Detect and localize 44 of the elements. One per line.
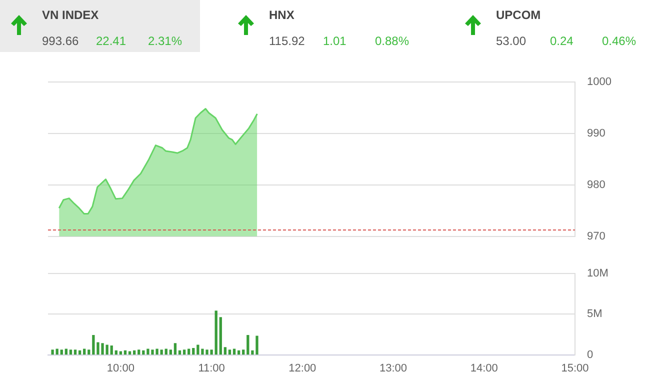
data-label: 0.46% (602, 34, 636, 48)
bar (242, 350, 245, 355)
y-tick-label: 0 (587, 348, 594, 361)
bar (228, 350, 232, 355)
y-tick-label: 990 (587, 128, 606, 140)
y-tick-label: 1000 (587, 76, 612, 88)
bar (192, 348, 195, 355)
data-label: 0.88% (375, 34, 410, 48)
bar (182, 350, 186, 355)
x-tick-label: 12:00 (288, 362, 316, 374)
bar (88, 350, 90, 355)
bar (219, 317, 222, 355)
bar (138, 350, 140, 355)
bar (110, 346, 113, 355)
data-label: 53.00 (496, 34, 526, 48)
y-tick-label: 10M (587, 268, 608, 280)
x-tick-label: 13:00 (380, 362, 408, 374)
data-label: 22.41 (96, 34, 126, 48)
bar (214, 310, 218, 355)
data-label: 1.01 (323, 34, 346, 48)
category-label: HNX (269, 8, 294, 22)
bar (128, 351, 132, 355)
bar (74, 350, 77, 355)
x-tick-label: 10:00 (106, 362, 134, 374)
data-label: 0.24 (550, 34, 574, 48)
bar (119, 351, 122, 355)
bar (174, 343, 177, 355)
data-label: 115.92 (269, 34, 305, 48)
bar (246, 334, 250, 355)
category-label: UPCOM (496, 8, 541, 22)
bar (60, 350, 63, 355)
y-tick-label: 970 (587, 230, 606, 242)
x-tick-label: 14:00 (470, 362, 498, 374)
y-tick-label: 5M (587, 308, 602, 320)
bar (169, 350, 172, 355)
data-label: 993.66 (42, 34, 79, 48)
data-label: 2.31% (148, 34, 182, 48)
y-tick-label: 980 (587, 178, 606, 191)
bar (51, 350, 54, 355)
category-label: VN INDEX (42, 8, 99, 22)
x-tick-label: 15:00 (561, 362, 589, 374)
bar (224, 347, 227, 355)
x-tick-label: 11:00 (198, 362, 225, 374)
bar (69, 350, 72, 355)
